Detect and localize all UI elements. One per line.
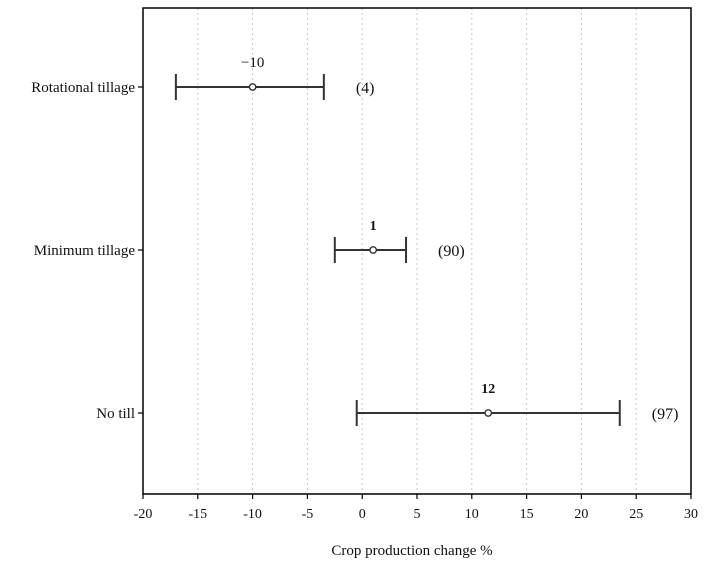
- estimate-rows: Rotational tillage −10 (4) Minimum tillage 1…: [31, 55, 678, 426]
- mean-value-label: 1: [370, 219, 377, 234]
- x-tick-label: 0: [359, 507, 366, 522]
- sample-count-label: (4): [356, 80, 375, 97]
- estimate-row: No till 12 (97): [96, 382, 678, 426]
- x-tick-label: 15: [520, 507, 534, 522]
- sample-count-label: (90): [438, 243, 465, 260]
- category-label: Rotational tillage: [31, 80, 135, 96]
- x-tick-label: -15: [188, 507, 207, 522]
- plot-frame: [142, 7, 692, 495]
- sample-count-label: (97): [652, 406, 679, 423]
- x-tick-label: 25: [629, 507, 643, 522]
- x-axis-title: Crop production change %: [331, 543, 492, 559]
- category-label: No till: [96, 406, 135, 422]
- x-tick-label: -20: [134, 507, 153, 522]
- category-label: Minimum tillage: [34, 243, 136, 259]
- mean-value-label: 12: [481, 382, 495, 397]
- grid-lines: [197, 8, 637, 494]
- x-tick-label: -10: [243, 507, 262, 522]
- mean-point: [484, 409, 493, 417]
- x-tick-label: 30: [684, 507, 698, 522]
- x-tick-label: -5: [302, 507, 314, 522]
- mean-value-label: −10: [241, 55, 264, 71]
- estimate-row: Minimum tillage 1 (90): [34, 219, 465, 263]
- estimate-row: Rotational tillage −10 (4): [31, 55, 374, 100]
- mean-point: [248, 83, 257, 91]
- x-tick-label: 5: [414, 507, 421, 522]
- x-tick-label: 10: [465, 507, 479, 522]
- x-tick-label: 20: [574, 507, 588, 522]
- mean-point: [369, 246, 378, 254]
- x-axis-ticks: -20 -15 -10 -5 0 5 10 15 20 25 30: [134, 494, 698, 522]
